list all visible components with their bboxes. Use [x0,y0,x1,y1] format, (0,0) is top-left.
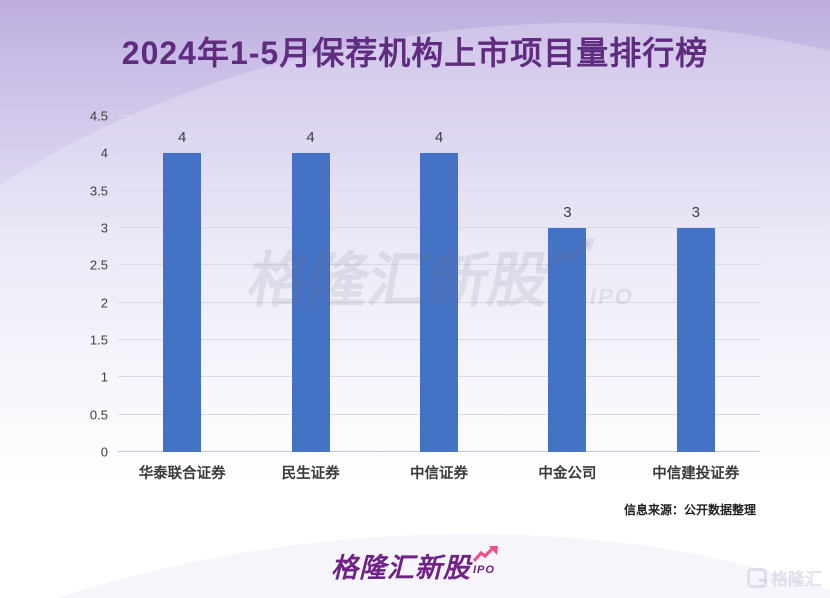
gelonghui-g-icon [747,567,767,588]
y-axis-tick-label: 1.5 [89,332,108,348]
page-title: 2024年1-5月保荐机构上市项目量排行榜 [121,35,709,71]
y-axis-tick-label: 3.5 [89,183,108,199]
source-note: 信息来源：公开数据整理 [623,503,756,517]
bar [163,153,202,452]
bar-value-label: 4 [434,129,444,147]
y-axis-tick-label: 3 [100,220,108,236]
footer-logo-sub-text: IPO [473,564,495,576]
bar [676,228,715,452]
y-axis-tick-label: 1 [100,369,108,385]
bar-value-label: 3 [563,204,572,221]
corner-logo-text: 格隆汇 [771,570,822,589]
bar [420,153,458,452]
background-wave-bottom [0,478,830,598]
bar-chart-plot-area: 0 0.5 1 1.5 2 2.5 3 3.5 4 4.5 4 华泰联合证券 4 民生证券 4 中信证券 3 中金… [90,109,760,482]
y-axis-tick-label: 2 [100,295,108,311]
bar [548,228,587,452]
bar-value-label: 3 [691,204,700,221]
bar-value-label: 4 [178,129,187,147]
x-category-label: 中金公司 [538,466,597,482]
x-category-label: 华泰联合证券 [138,466,226,482]
y-axis-tick-label: 4 [100,145,108,161]
y-axis-tick-label: 2.5 [89,257,108,273]
bar-value-label: 4 [306,129,315,147]
y-axis-tick-label: 4.5 [89,108,108,124]
corner-brand-watermark: 格隆汇 [747,565,822,590]
x-category-label: 中信证券 [410,466,468,482]
y-axis-tick-label: 0.5 [89,407,108,423]
footer-logo-text: 格隆汇新股 [331,553,471,583]
footer-trend-arrow-icon [473,546,498,563]
x-category-label: 中信建投证券 [652,466,740,482]
bar [291,153,330,452]
gridline [118,152,760,154]
footer-logo: 格隆汇新股 IPO [0,546,830,585]
y-axis-tick-label: 0 [100,444,108,460]
gridline [118,115,760,116]
x-category-label: 民生证券 [281,466,340,482]
